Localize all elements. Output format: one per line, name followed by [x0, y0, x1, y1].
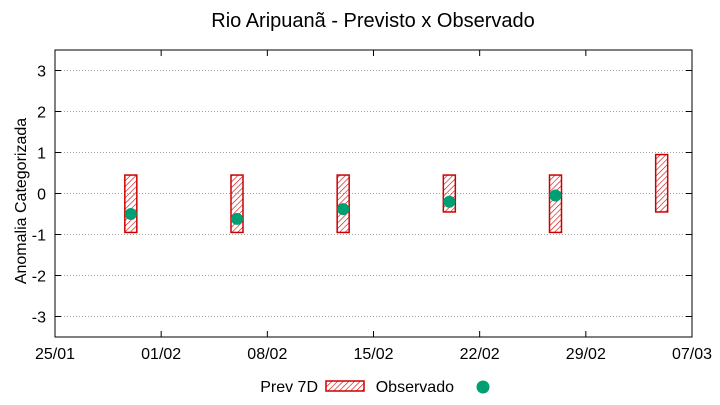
- x-tick-label: 15/02: [353, 346, 393, 363]
- forecast-range-box: [548, 174, 563, 234]
- y-tick-label: -3: [32, 310, 46, 327]
- forecast-range-box: [124, 174, 138, 234]
- x-tick-label: 01/02: [141, 346, 181, 363]
- grid-layer: [55, 70, 692, 317]
- observed-layer: [124, 189, 562, 225]
- x-tick-label: 25/01: [35, 346, 75, 363]
- legend-observed-marker: [476, 380, 490, 394]
- y-tick-label: 0: [37, 187, 46, 204]
- legend: Prev 7D Observado: [260, 379, 490, 396]
- chart-title: Rio Aripuanã - Previsto x Observado: [211, 10, 535, 32]
- observed-point: [549, 189, 562, 202]
- forecast-range-box: [654, 153, 669, 213]
- y-axis-label: Anomalia Categorizada: [13, 118, 30, 284]
- x-tick-label: 08/02: [247, 346, 287, 363]
- x-tick-label: 07/03: [672, 346, 712, 363]
- observed-point: [337, 203, 350, 216]
- y-tick-label: 2: [37, 105, 46, 122]
- x-tick-label: 22/02: [460, 346, 500, 363]
- legend-forecast-swatch: [325, 380, 365, 392]
- observed-point: [443, 195, 456, 208]
- plot-frame: [54, 49, 693, 338]
- x-tick-label: 29/02: [566, 346, 606, 363]
- observed-point: [231, 212, 243, 225]
- legend-observed-label: Observado: [376, 379, 454, 396]
- y-tick-label: 3: [37, 64, 46, 81]
- observed-point: [124, 208, 137, 220]
- y-tick-label: 1: [37, 146, 46, 163]
- y-tick-label: -2: [32, 269, 46, 286]
- y-tick-label: -1: [32, 228, 46, 245]
- legend-forecast-label: Prev 7D: [260, 379, 318, 396]
